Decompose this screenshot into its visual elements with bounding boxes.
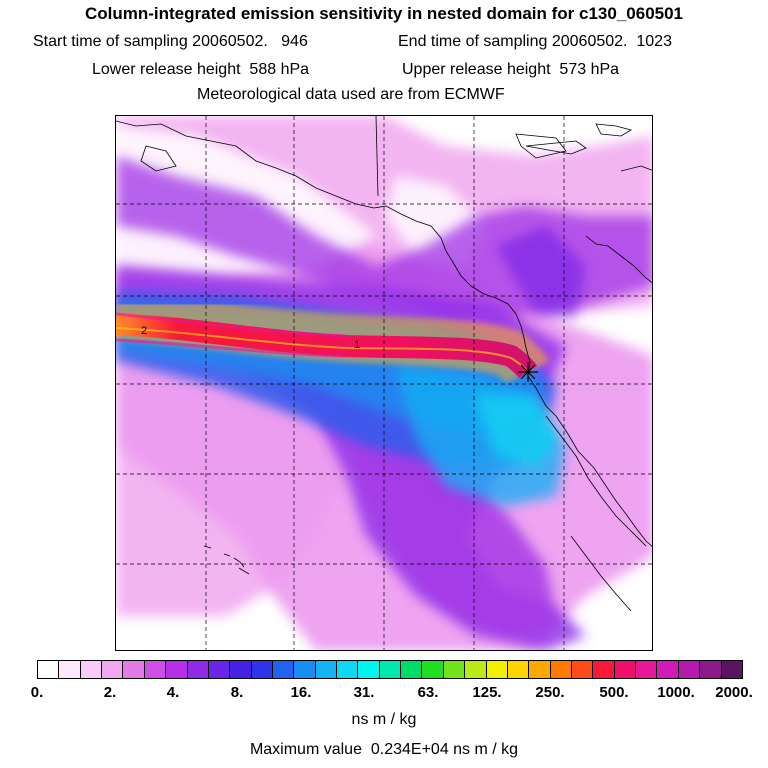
upper-release-text: Upper release height 573 hPa bbox=[402, 61, 620, 78]
colorbar-segment bbox=[678, 661, 701, 678]
lat-lon-grid bbox=[116, 116, 652, 650]
colorbar-segment bbox=[272, 661, 295, 678]
colorbar-segment bbox=[59, 661, 81, 678]
colorbar-segment bbox=[636, 661, 658, 678]
colorbar-segment bbox=[80, 661, 103, 678]
colorbar-tick-label: 2. bbox=[103, 684, 117, 701]
colorbar-segment bbox=[550, 661, 572, 678]
map-panel: 2 1 bbox=[115, 115, 653, 651]
map-title: Column-integrated emission sensitivity i… bbox=[84, 4, 684, 23]
colorbar-segment bbox=[486, 661, 508, 678]
colorbar-tick-label: 31. bbox=[353, 684, 375, 701]
contour-label-2: 2 bbox=[141, 325, 147, 337]
colorbar-segment bbox=[401, 661, 423, 678]
colorbar-segment bbox=[166, 661, 188, 678]
colorbar-segment bbox=[529, 661, 551, 678]
colorbar-segment bbox=[379, 661, 402, 678]
colorbar-segment bbox=[465, 661, 487, 678]
colorbar-tick-label: 125. bbox=[472, 684, 502, 701]
colorbar bbox=[37, 660, 743, 679]
colorbar-tick-label: 0. bbox=[30, 684, 44, 701]
colorbar-segment bbox=[123, 661, 145, 678]
colorbar-segment bbox=[358, 661, 380, 678]
colorbar-units: ns m / kg bbox=[351, 711, 417, 728]
colorbar-tick-label: 4. bbox=[166, 684, 180, 701]
colorbar-segment bbox=[208, 661, 231, 678]
sensitivity-map: 2 1 bbox=[116, 116, 652, 650]
colorbar-segment bbox=[571, 661, 594, 678]
colorbar-segment bbox=[144, 661, 167, 678]
colorbar-segment bbox=[422, 661, 444, 678]
colorbar-segment bbox=[38, 661, 60, 678]
colorbar-segment bbox=[700, 661, 722, 678]
release-point-marker bbox=[518, 362, 538, 382]
max-value-text: Maximum value 0.234E+04 ns m / kg bbox=[249, 741, 519, 758]
colorbar-segment bbox=[315, 661, 338, 678]
colorbar-segment bbox=[507, 661, 530, 678]
end-time-text: End time of sampling 20060502. 1023 bbox=[398, 33, 672, 50]
colorbar-segment bbox=[614, 661, 637, 678]
colorbar-segment bbox=[443, 661, 466, 678]
colorbar-segment bbox=[294, 661, 316, 678]
colorbar-tick-label: 500. bbox=[599, 684, 629, 701]
coastlines bbox=[116, 116, 652, 612]
colorbar-segment bbox=[657, 661, 679, 678]
lower-release-text: Lower release height 588 hPa bbox=[92, 61, 310, 78]
start-time-text: Start time of sampling 20060502. 946 bbox=[33, 33, 308, 50]
colorbar-segment bbox=[102, 661, 124, 678]
colorbar-segment bbox=[593, 661, 615, 678]
colorbar-tick-label: 250. bbox=[535, 684, 565, 701]
sensitivity-plume bbox=[116, 292, 550, 385]
colorbar-segment bbox=[230, 661, 252, 678]
colorbar-segment bbox=[251, 661, 273, 678]
colorbar-tick-label: 2000. bbox=[715, 684, 753, 701]
colorbar-segment bbox=[337, 661, 359, 678]
contour-label-1: 1 bbox=[354, 339, 360, 351]
colorbar-segment bbox=[721, 661, 742, 678]
colorbar-tick-label: 8. bbox=[230, 684, 244, 701]
colorbar-tick-label: 16. bbox=[290, 684, 312, 701]
colorbar-tick-label: 63. bbox=[417, 684, 439, 701]
met-data-text: Meteorological data used are from ECMWF bbox=[197, 86, 505, 103]
colorbar-segment bbox=[187, 661, 209, 678]
colorbar-tick-label: 1000. bbox=[657, 684, 695, 701]
